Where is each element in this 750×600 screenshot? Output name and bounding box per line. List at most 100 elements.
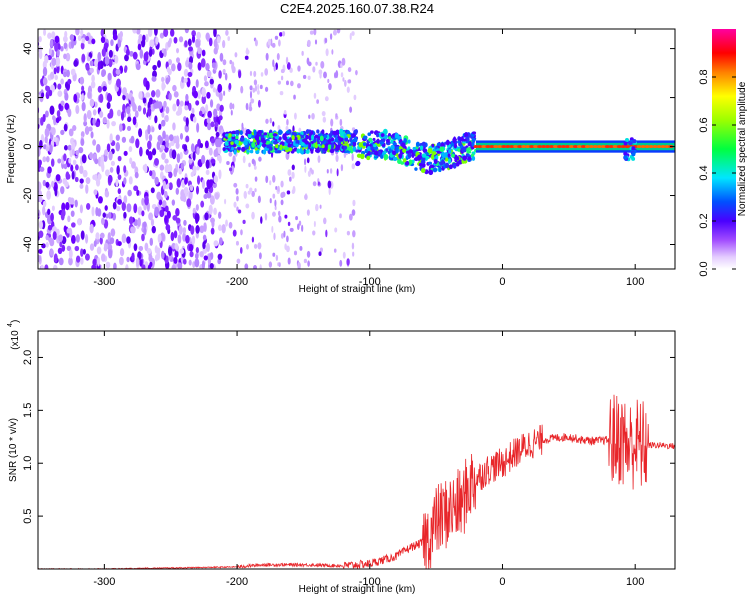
spectrogram-cell <box>273 65 276 72</box>
spectrogram-cell <box>270 38 273 47</box>
spectrogram-cell <box>600 145 606 149</box>
spectrogram-cell <box>38 123 40 130</box>
spectrogram-cell <box>401 142 406 148</box>
spectrogram-cell <box>418 162 423 167</box>
spectrogram-cell <box>82 248 86 255</box>
spectrogram-cell <box>176 153 181 164</box>
spectrogram-cell <box>89 223 94 234</box>
spectrogram-cell <box>170 231 175 242</box>
spectrogram-cell <box>314 143 318 149</box>
spectrogram-cell <box>162 180 167 191</box>
spectrogram-cell <box>352 145 357 152</box>
snr-series-line <box>38 394 675 569</box>
spectrogram-cell <box>226 161 230 166</box>
spectrogram-cell <box>306 157 310 164</box>
spectrogram-cell <box>79 165 84 175</box>
spectrogram-cell <box>117 241 122 247</box>
spectrogram-cell <box>390 139 394 144</box>
spectrogram-cell <box>254 134 259 141</box>
spectrogram-cell <box>213 240 219 247</box>
spectrogram-cell <box>420 160 426 164</box>
spectrogram-cell <box>188 158 193 164</box>
spectrogram-cell <box>246 244 249 250</box>
spectrogram-cell <box>442 153 446 159</box>
spectrogram-cell <box>245 102 249 111</box>
spectrogram-cell <box>391 150 396 156</box>
spectrogram-cell <box>66 69 70 78</box>
spectrogram-cell <box>339 213 342 219</box>
spectrogram-cell <box>351 209 356 216</box>
colorbar-ticks: 0.0 0.2 0.4 0.6 0.8 <box>698 69 736 277</box>
spectrogram-cell <box>592 145 598 149</box>
spectrogram-cell <box>104 205 108 211</box>
snr-y-ticks: 0.5 1.0 1.5 2.0 <box>22 350 675 524</box>
spectrogram-cell <box>279 90 284 96</box>
spectrogram-cell <box>47 224 53 231</box>
spectrogram-cell <box>269 117 272 124</box>
spectrogram-cell <box>308 114 311 119</box>
spectrogram-cell <box>355 69 358 76</box>
spectrogram-cell <box>195 204 199 211</box>
spectrogram-cell <box>185 234 190 244</box>
spectrogram-cell <box>106 119 110 129</box>
spectrogram-cell <box>429 164 435 169</box>
spectrogram-cell <box>317 155 321 163</box>
spectrogram-cell <box>185 93 189 102</box>
spectrogram-cell <box>455 156 460 161</box>
spectrogram-cell <box>209 99 214 108</box>
spectrogram-cell <box>161 111 165 118</box>
spectrogram-cell <box>126 236 131 244</box>
spectrogram-cell <box>151 126 155 133</box>
spectrogram-cell <box>96 246 102 255</box>
spectrogram-cell <box>154 176 159 185</box>
spectrogram-cell <box>148 212 153 221</box>
spectrogram-cell <box>271 225 274 233</box>
spectrogram-cell <box>57 247 63 255</box>
spectrogram-cell <box>61 244 66 252</box>
spectrogram-cell <box>352 199 356 207</box>
spectrogram-cell <box>301 224 304 232</box>
spectrogram-cell <box>51 31 56 39</box>
spectrogram-cell <box>348 79 351 84</box>
spectrogram-cell <box>191 30 196 37</box>
spectrogram-cell <box>73 93 78 103</box>
spectrogram-cell <box>183 77 188 83</box>
spectrogram-cell <box>247 190 251 195</box>
spectrogram-cell <box>141 233 145 242</box>
spectrogram-cell <box>57 158 62 164</box>
spectrogram-cell <box>82 169 88 178</box>
spectrogram-cell <box>257 84 260 91</box>
spectrogram-cell <box>557 145 563 149</box>
spectrogram-cell <box>274 35 279 40</box>
spectrogram-cell <box>402 148 407 153</box>
spectrogram-cell <box>301 50 304 56</box>
spectrogram-cell <box>155 89 161 98</box>
spectrogram-cell <box>109 108 114 119</box>
spectrogram-cell <box>109 237 115 245</box>
spectrogram-cell <box>414 167 418 171</box>
spectrogram-cell <box>80 230 85 240</box>
spectrogram-cell <box>189 244 194 252</box>
spectrogram-cell <box>553 145 559 149</box>
spectrogram-cell <box>68 257 73 266</box>
spectrogram-cell <box>257 195 261 204</box>
spectrogram-cell <box>145 80 150 91</box>
spectrogram-cell <box>362 135 368 140</box>
spectrogram-cell <box>38 147 41 157</box>
spectrogram-cell <box>338 128 344 135</box>
spectrogram-cell <box>203 75 208 82</box>
spectrogram-cell <box>163 100 167 108</box>
spectrogram-cell <box>179 248 185 255</box>
spectrogram-cell <box>44 127 50 138</box>
spectrogram-cell <box>329 33 333 40</box>
spectrogram-cell <box>188 56 194 64</box>
spectrogram-cell <box>218 169 222 180</box>
spectrogram-cell <box>55 228 60 236</box>
spectrogram-cell <box>83 113 87 123</box>
spectrogram-cell <box>210 158 216 164</box>
spectrogram-cell <box>314 148 320 153</box>
spectrogram-cell <box>60 129 65 136</box>
spectrogram-cell <box>447 153 451 158</box>
spectrogram-cell <box>72 159 77 166</box>
spectrogram-cell <box>164 190 168 199</box>
